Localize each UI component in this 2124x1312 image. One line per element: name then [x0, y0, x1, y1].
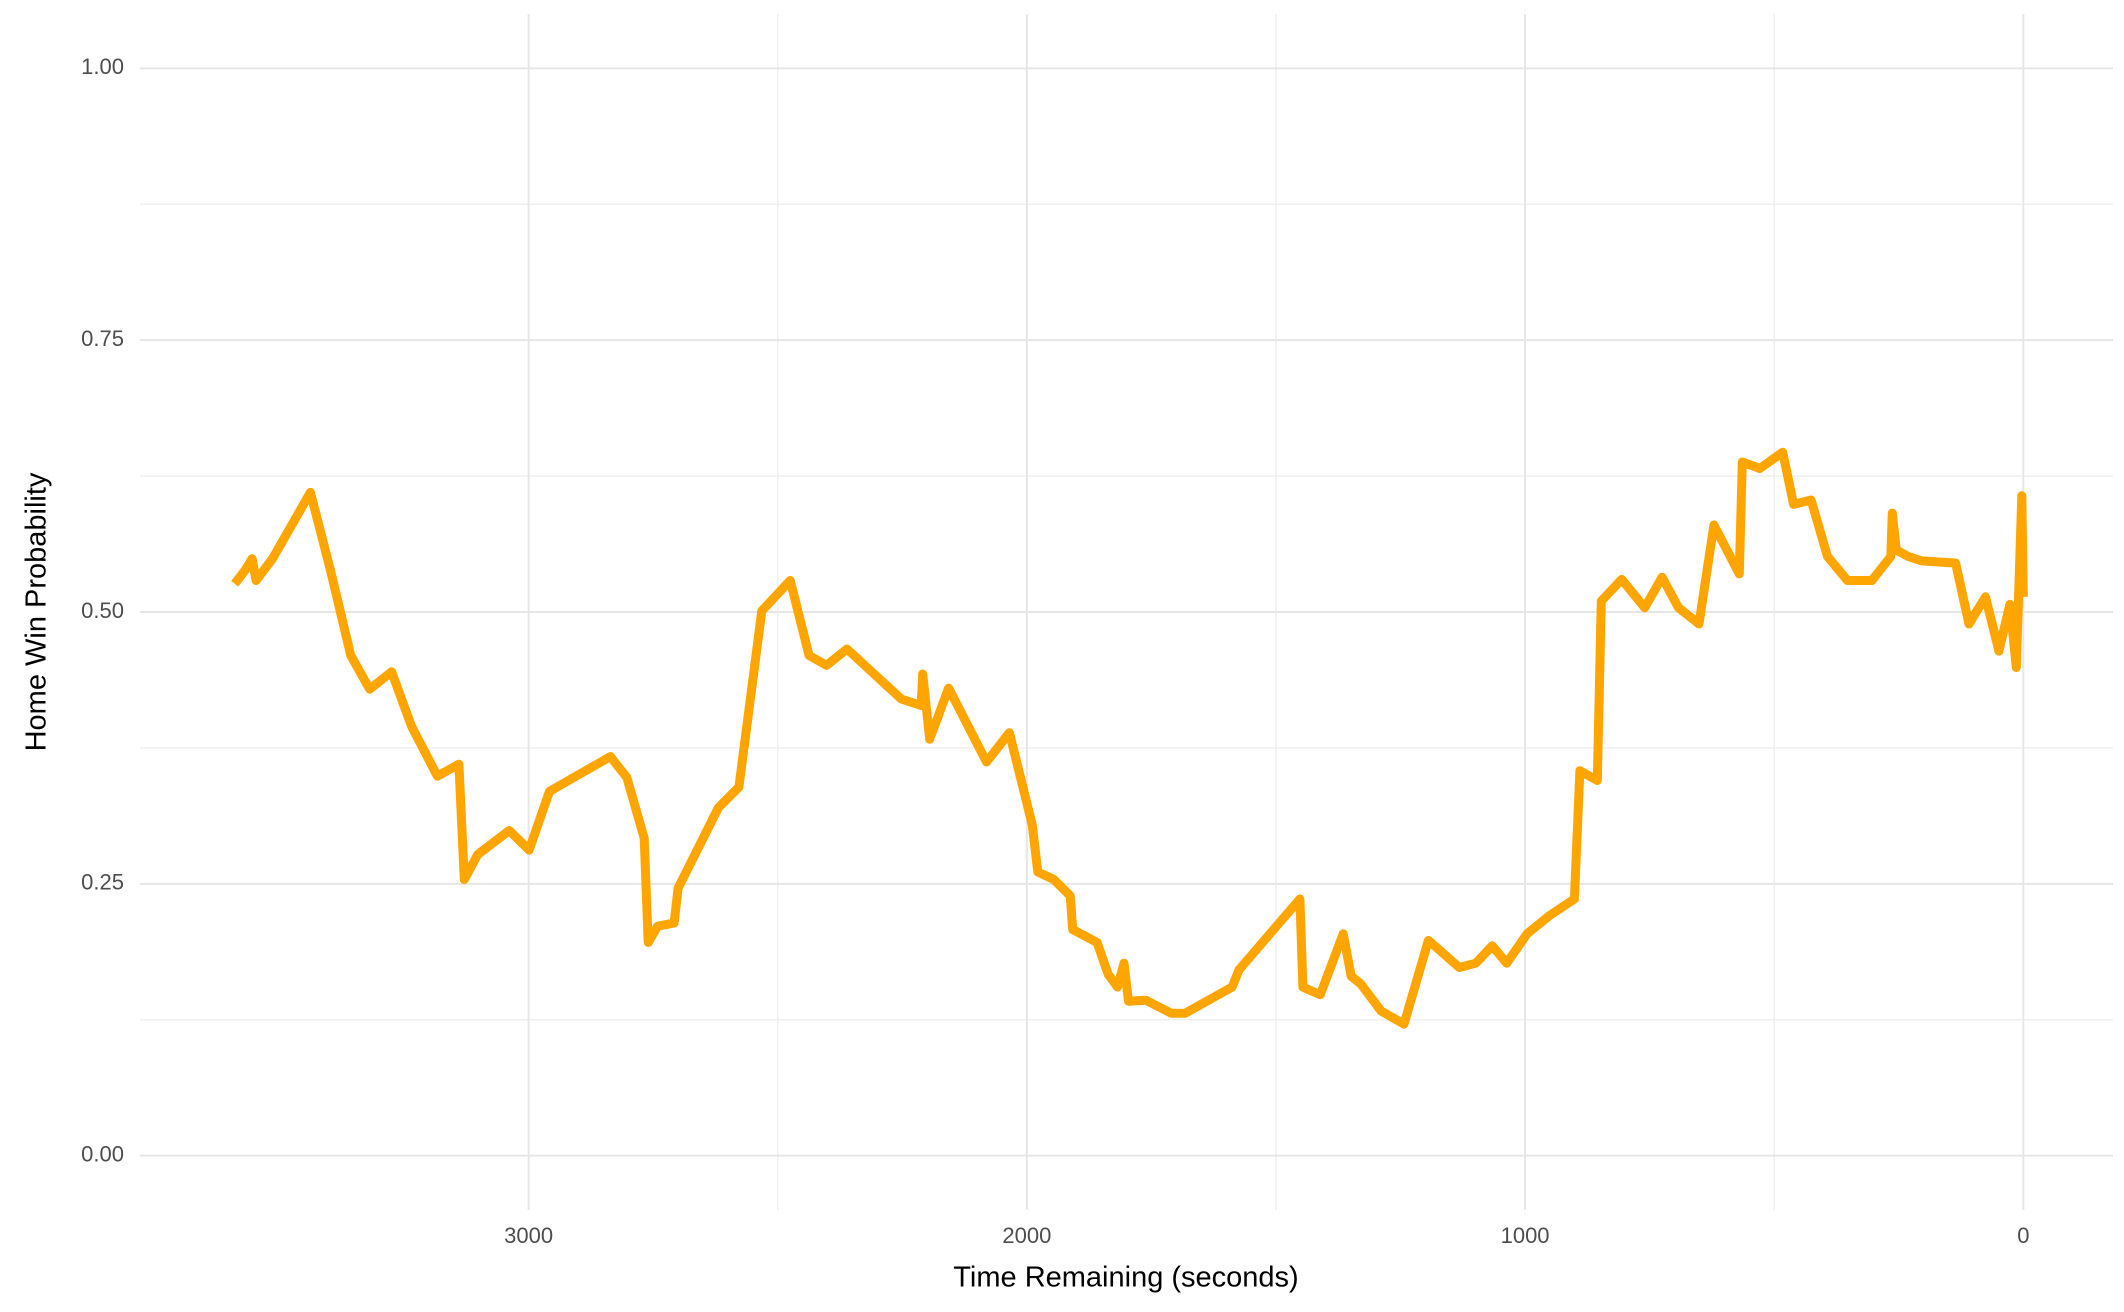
- y-tick-label: 0.25: [81, 870, 124, 895]
- x-tick-label: 2000: [1002, 1223, 1051, 1248]
- y-tick-label: 0.50: [81, 598, 124, 623]
- x-tick-label: 3000: [504, 1223, 553, 1248]
- line: [231, 447, 2028, 1029]
- y-tick-label: 0.75: [81, 326, 124, 351]
- x-axis-title: Time Remaining (seconds): [953, 1262, 1298, 1294]
- y-axis-title: Home Win Probability: [21, 472, 53, 751]
- x-tick-label: 1000: [1501, 1223, 1550, 1248]
- x-tick-label: 0: [2017, 1223, 2029, 1248]
- y-tick-label: 0.00: [81, 1141, 124, 1166]
- y-tick-label: 1.00: [81, 54, 124, 79]
